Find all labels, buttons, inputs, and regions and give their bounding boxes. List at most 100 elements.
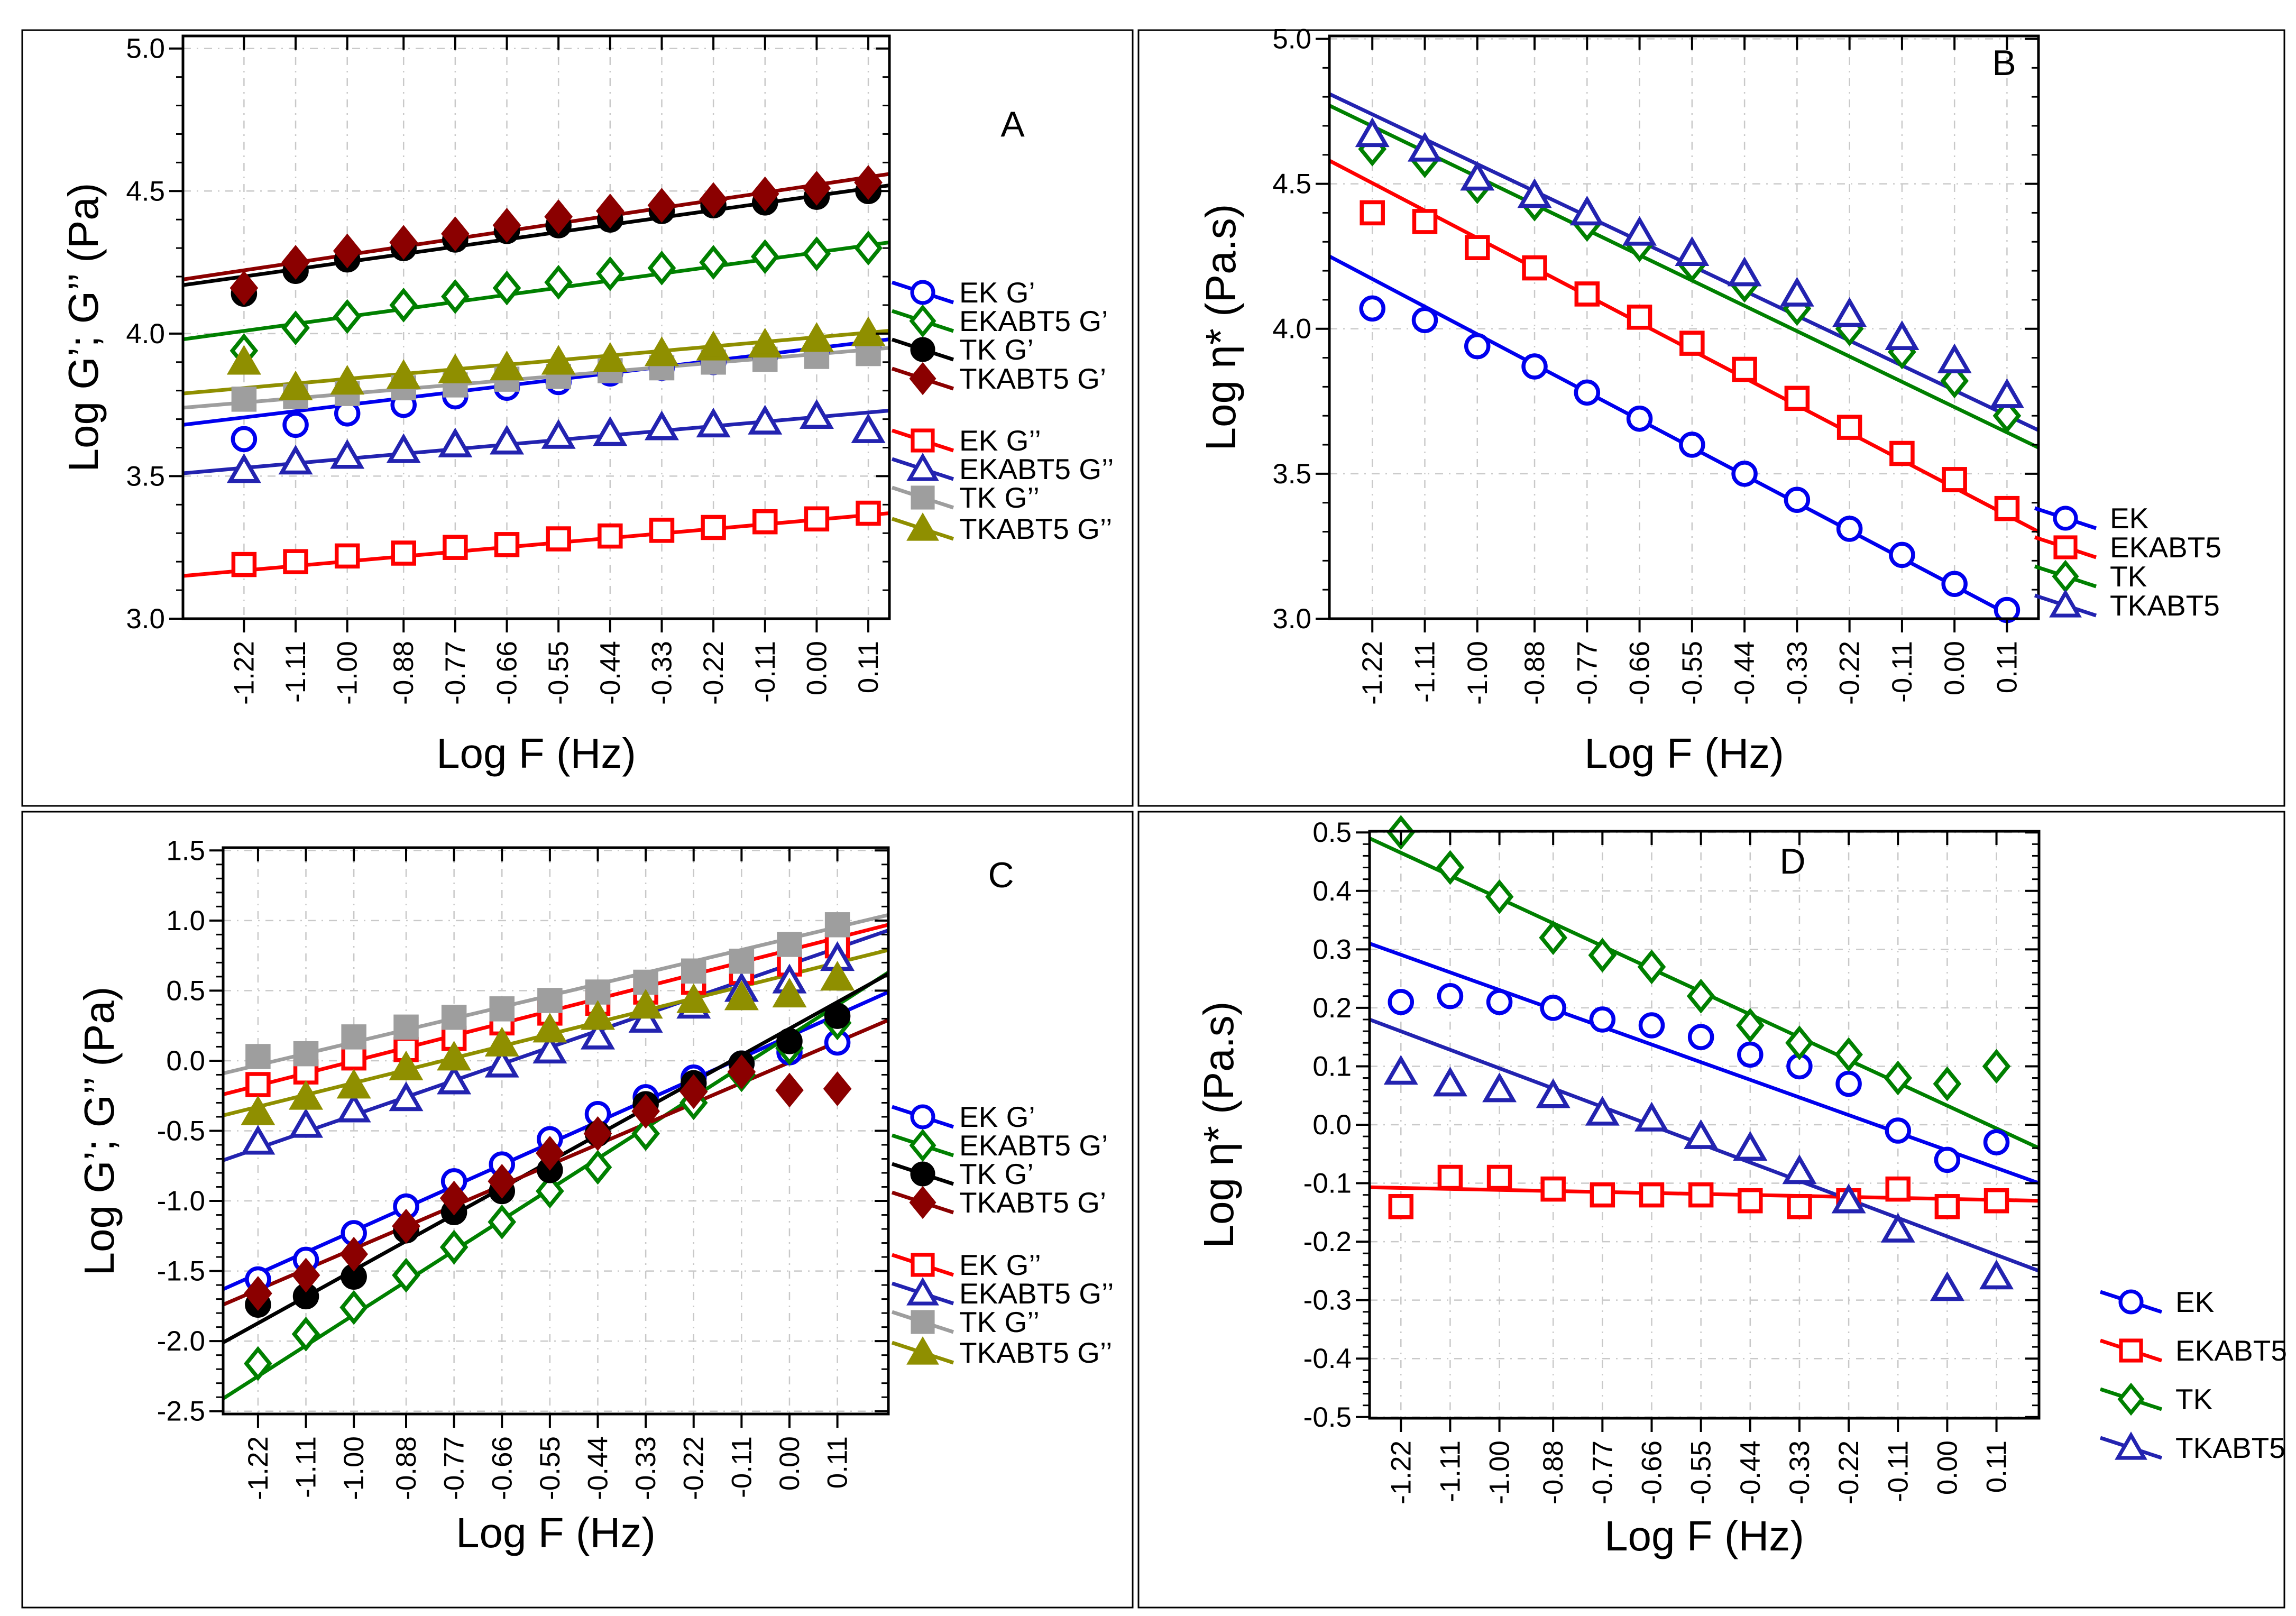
legend-label: TKABT5 G’ [959,362,1106,395]
data-point [1885,320,1920,350]
legend-label: EKABT5 [2110,531,2221,564]
data-point [231,387,257,412]
legend-marker-diamond-icon [909,362,936,396]
data-point [1569,195,1604,226]
x-tick-label: -1.11 [1435,1440,1466,1502]
panel-label-a: A [1000,104,1025,144]
x-tick-label: -0.88 [388,641,419,705]
data-point [750,176,779,212]
x-tick-label: -0.11 [1882,1440,1914,1502]
x-tick-label: -0.33 [630,1436,662,1500]
legend-item-tk: TK [2034,559,2147,593]
data-point [231,552,257,577]
data-point [1540,995,1566,1021]
data-point [581,1000,615,1030]
data-point [701,515,726,540]
data-point [537,988,563,1013]
data-point [1994,495,2020,521]
data-point [631,1116,660,1151]
data-point [341,1045,366,1071]
legend-marker-square-icon [911,1310,935,1334]
legend-item-tkabt5-g’: TKABT5 G’ [891,1186,1106,1219]
data-point [1627,305,1652,330]
data-point [676,983,711,1013]
data-point [628,1003,663,1033]
data-point [748,327,783,358]
y-tick-label: 0.1 [1312,1051,1352,1082]
x-tick-label: -0.66 [1636,1440,1667,1504]
data-point [1464,333,1491,360]
legend-label: EKABT5 G’ [959,1129,1108,1162]
legend-item-tkabt5: TKABT5 [2034,589,2220,622]
data-point [1687,1024,1714,1050]
x-tick-label: 0.11 [822,1436,853,1489]
data-point [1834,1037,1863,1072]
data-point [1675,236,1710,266]
y-tick-label: -1.5 [157,1256,205,1287]
series-ekabt5 [1388,1164,2009,1219]
data-point [752,509,778,535]
legend-marker-square-icon [2053,535,2078,559]
series-ek-g’’ [231,500,881,577]
data-point [595,194,624,228]
legend-label: EK G’’ [959,1248,1041,1281]
data-point [820,961,855,991]
y-tick-label: 4.0 [1272,314,1311,345]
data-point [1737,1041,1764,1068]
data-point [336,1092,371,1123]
series-tkabt5-g’ [244,1054,852,1311]
x-tick-label: -0.44 [1735,1440,1766,1504]
data-point [750,239,779,274]
x-tick-label: -1.22 [1385,1440,1417,1504]
legend-label: EKABT5 G’’ [959,1277,1114,1310]
data-point [1832,297,1867,327]
data-point [291,1257,320,1293]
y-tick-label: -0.1 [1303,1168,1352,1199]
x-tick-label: -1.22 [243,1436,274,1500]
fit-line-tk [1329,104,2038,449]
x-tick-label: -0.77 [440,641,471,705]
legend-item-tk-g’’: TK G’’ [891,481,1040,514]
y-axis-title: Log G’; G’’ (Pa) [60,183,107,472]
y-tick-label: 0.2 [1312,993,1352,1024]
x-axis-title: Log F (Hz) [436,730,636,777]
data-point [1522,255,1547,281]
x-tick-label: 0.11 [853,641,884,693]
data-point [1979,1259,2014,1290]
series-ekabt5-g’ [229,231,883,369]
data-point [244,1276,272,1311]
x-axis-title: Log F (Hz) [1584,730,1784,777]
data-point [699,182,728,217]
series-tkabt5-g’’ [241,961,855,1125]
legend-item-ek-g’: EK G’ [891,1100,1035,1133]
data-point [1383,1055,1418,1085]
series-ekabt5-g’’ [226,399,886,483]
data-point [1360,200,1385,226]
data-point [536,1135,564,1171]
data-point [1411,307,1438,334]
series-ekabt5-g’ [244,1005,852,1381]
data-point [532,1013,567,1043]
data-point [802,236,831,271]
data-point [229,270,259,306]
data-point [1735,1008,1765,1043]
data-point [333,299,362,334]
data-point [1983,1129,2010,1155]
data-point [851,316,886,346]
data-point [339,1236,368,1272]
data-point [490,351,525,381]
data-point [1521,353,1548,380]
legend-label: TKABT5 G’’ [959,512,1112,545]
legend-item-ekabt5: EKABT5 [2034,531,2221,564]
data-point [1684,1119,1719,1149]
legend-marker-circle-icon [2118,1289,2144,1315]
panel-label-c: C [988,855,1014,895]
y-tick-label: -1.0 [157,1186,205,1217]
y-axis-title: Log η* (Pa.s) [1195,1002,1242,1248]
x-tick-label: -0.77 [1572,641,1603,705]
x-tick-label: -0.11 [1887,641,1918,703]
data-point [437,1064,472,1095]
x-tick-label: -0.44 [583,1436,614,1500]
legend-label: EKABT5 [2175,1334,2287,1367]
